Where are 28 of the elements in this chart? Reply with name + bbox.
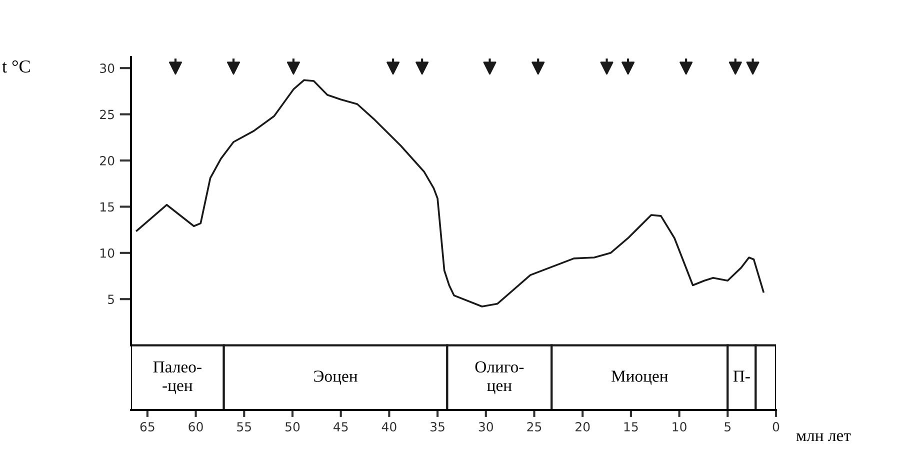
y-axis-title: t °C [2,60,30,73]
y-tick-label: 15 [100,202,114,212]
x-tick-label: 45 [334,422,348,432]
x-tick-label: 0 [772,422,780,432]
x-tick-label: 50 [286,422,300,432]
x-tick-label: 35 [430,422,444,432]
band-label: П- [733,370,750,382]
x-tick-label: 15 [624,422,638,432]
y-tick-label: 25 [100,110,114,120]
y-tick-label: 10 [100,248,114,258]
x-tick-label: 55 [237,422,251,432]
y-tick-label: 30 [100,64,114,74]
band-label: Олиго- цен [475,361,524,394]
x-tick-label: 65 [140,422,154,432]
x-tick-label: 30 [478,422,494,432]
x-tick-label: 5 [724,422,731,432]
x-tick-label: 10 [672,422,686,432]
x-tick-label: 40 [382,422,396,432]
y-tick-label: 20 [100,156,114,166]
line-series [136,79,764,308]
x-axis-title: млн лет [796,433,851,442]
band-label: Миоцен [611,370,668,385]
band-label: Палео- -цен [153,361,202,394]
y-tick-label: 5 [108,294,114,304]
x-tick-label: 20 [576,422,590,432]
x-tick-label: 60 [188,422,203,432]
x-tick-label: 25 [527,422,542,432]
band-label: Эоцен [314,370,358,385]
